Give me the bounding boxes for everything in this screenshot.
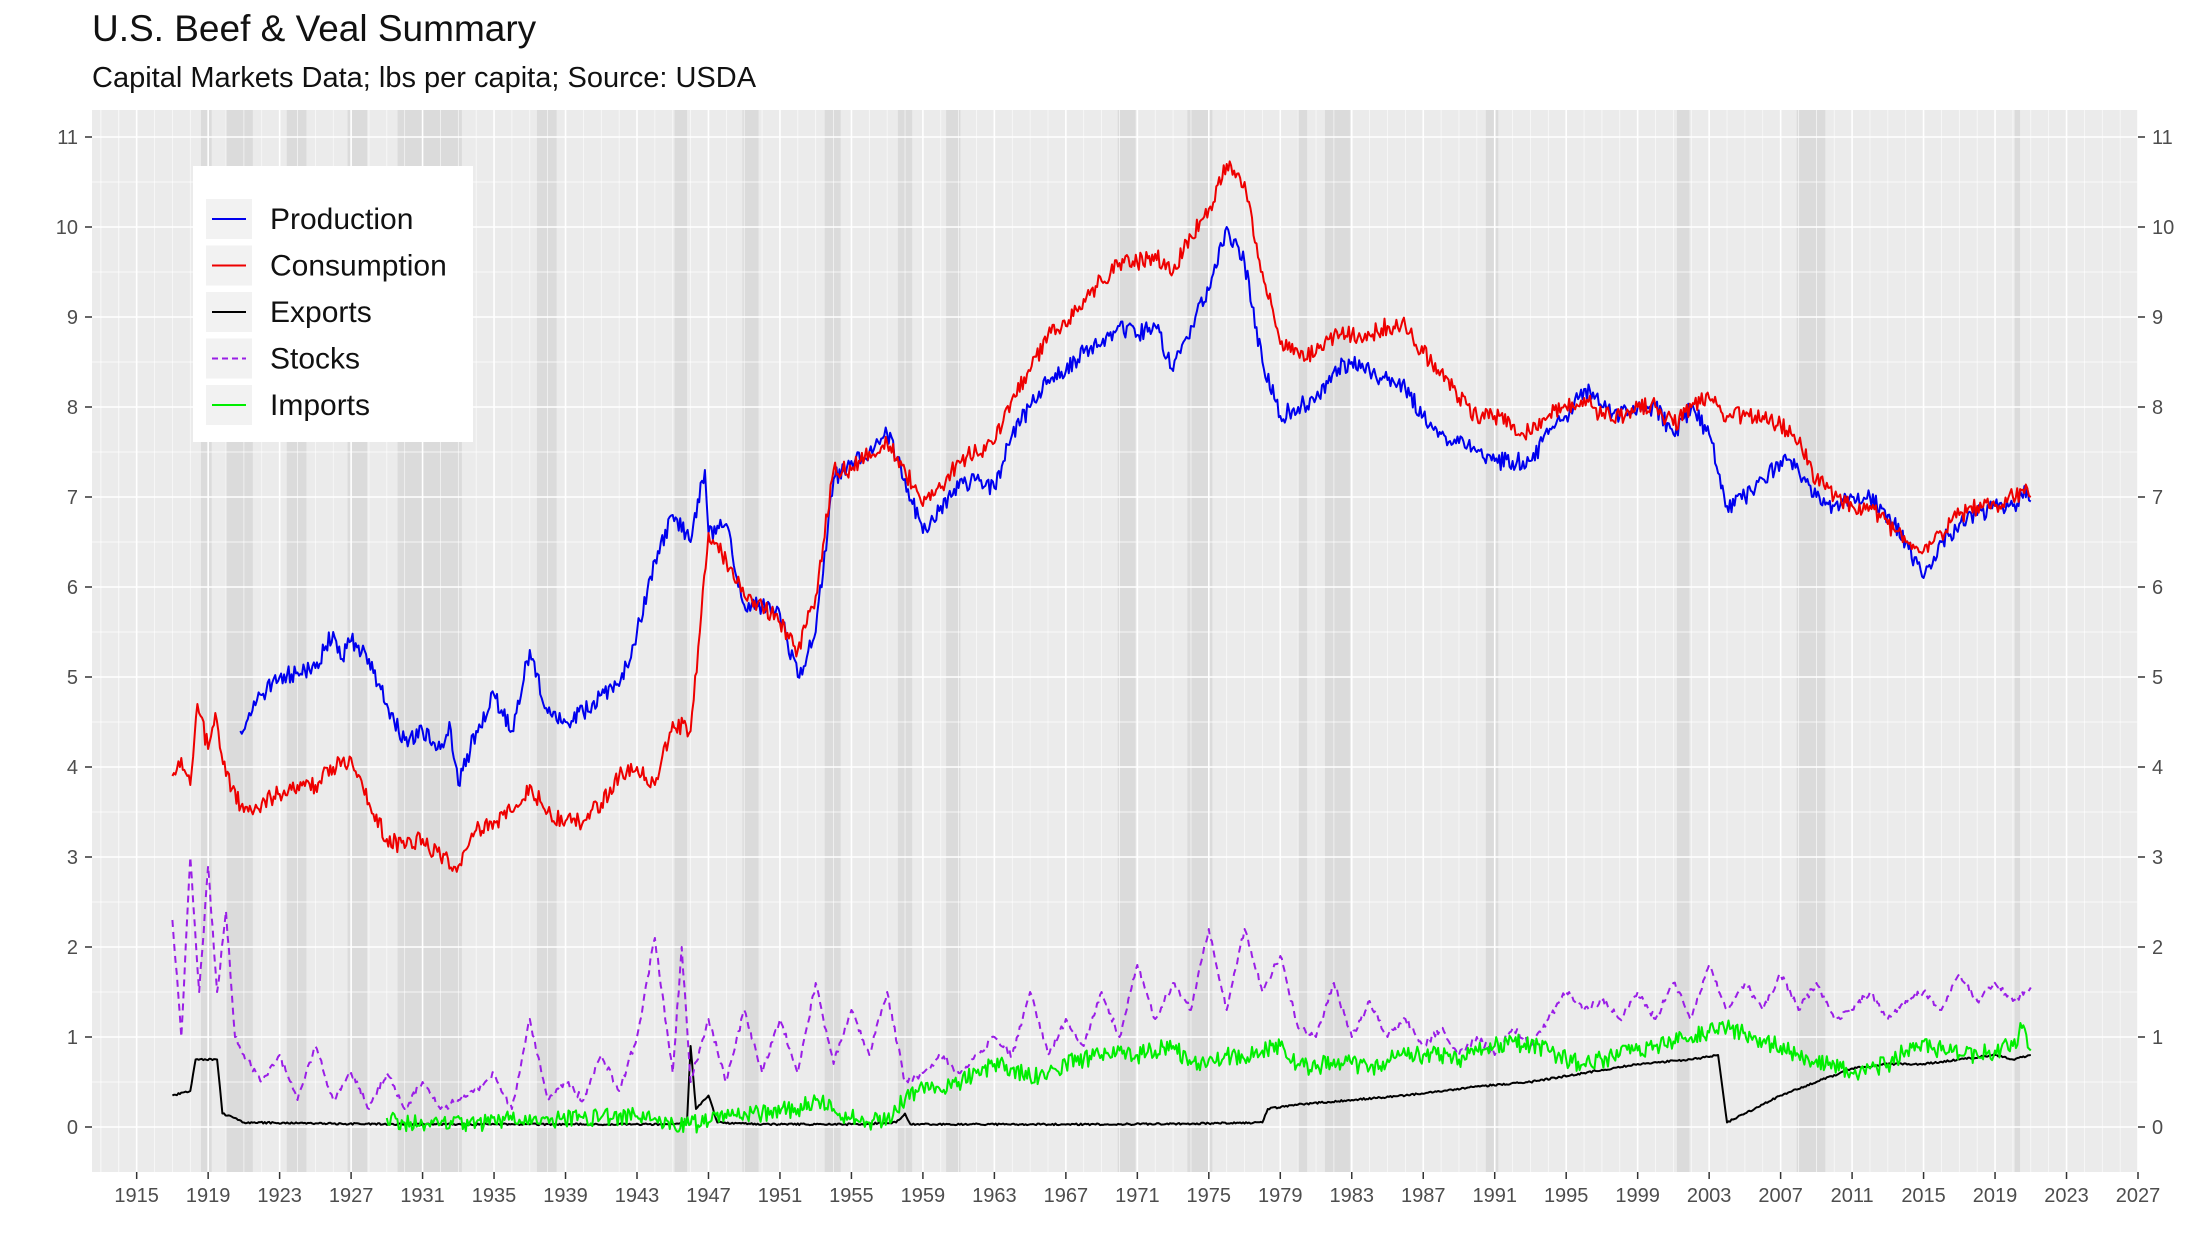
x-tick-label: 2023: [2044, 1185, 2089, 1207]
y-tick-label-right: 11: [2152, 127, 2173, 149]
y-tick-label-left: 8: [67, 397, 78, 419]
y-tick-label-right: 4: [2152, 757, 2163, 779]
recession-band: [201, 110, 212, 1172]
recession-band: [946, 110, 961, 1172]
recession-band: [536, 110, 557, 1172]
x-tick-label: 1951: [758, 1185, 803, 1207]
x-tick-label: 2015: [1901, 1185, 1946, 1207]
x-tick-label: 1939: [543, 1185, 588, 1207]
x-tick-label: 1931: [400, 1185, 445, 1207]
x-tick-label: 1983: [1330, 1185, 1375, 1207]
y-tick-label-right: 1: [2152, 1027, 2163, 1049]
y-tick-label-left: 10: [56, 217, 78, 239]
recession-band: [1796, 110, 1826, 1172]
series-line-stocks: [171, 856, 2032, 1110]
x-tick-label: 1955: [829, 1185, 874, 1207]
y-tick-label-left: 2: [67, 937, 78, 959]
y-tick-label-left: 11: [57, 127, 78, 149]
x-tick-label: 2011: [1831, 1185, 1874, 1207]
x-tick-label: 1995: [1544, 1185, 1589, 1207]
x-tick-label: 1991: [1472, 1185, 1517, 1207]
x-tick-label: 1935: [472, 1185, 517, 1207]
legend-label-imports: Imports: [270, 389, 370, 422]
y-tick-label-left: 1: [67, 1027, 78, 1049]
y-tick-label-left: 7: [67, 487, 78, 509]
series-line-imports: [385, 1019, 2032, 1134]
x-tick-label: 1947: [686, 1185, 731, 1207]
y-tick-label-right: 6: [2152, 577, 2163, 599]
y-tick-label-right: 10: [2152, 217, 2174, 239]
x-tick-label: 1923: [257, 1185, 302, 1207]
x-tick-label: 1919: [186, 1185, 231, 1207]
y-tick-label-right: 5: [2152, 667, 2163, 689]
x-tick-label: 1987: [1401, 1185, 1446, 1207]
recession-band: [1298, 110, 1308, 1172]
y-tick-label-right: 7: [2152, 487, 2163, 509]
y-tick-label-right: 3: [2152, 847, 2163, 869]
axis-ticks: 1915 1919 1923 1927 1931 1935 1939 1943 1947 1951…: [56, 127, 2175, 1207]
y-tick-label-left: 0: [67, 1117, 78, 1139]
x-tick-label: 1927: [329, 1185, 374, 1207]
legend-label-consumption: Consumption: [270, 250, 447, 283]
y-tick-label-right: 0: [2152, 1117, 2163, 1139]
series-lines: [171, 160, 2032, 1134]
x-tick-label: 1959: [901, 1185, 946, 1207]
x-tick-label: 2003: [1687, 1185, 1732, 1207]
series-line-consumption: [171, 160, 2032, 873]
recession-band: [1676, 110, 1690, 1172]
x-tick-label: 2027: [2116, 1185, 2161, 1207]
y-tick-label-right: 8: [2152, 397, 2163, 419]
x-tick-label: 1943: [615, 1185, 660, 1207]
legend: Production Consumption Exports Stocks Import…: [193, 166, 473, 442]
legend-label-stocks: Stocks: [270, 343, 360, 376]
y-tick-label-right: 2: [2152, 937, 2163, 959]
x-tick-label: 1999: [1615, 1185, 1660, 1207]
legend-label-production: Production: [270, 203, 413, 236]
x-tick-label: 1975: [1187, 1185, 1232, 1207]
recession-band: [2014, 110, 2021, 1172]
x-tick-label: 1915: [114, 1185, 159, 1207]
series-line-production: [239, 226, 2032, 787]
recession-band: [674, 110, 688, 1172]
y-tick-label-left: 6: [67, 577, 78, 599]
chart-subtitle: Capital Markets Data; lbs per capita; So…: [92, 62, 757, 94]
x-tick-label: 1979: [1258, 1185, 1303, 1207]
y-tick-label-left: 5: [67, 667, 78, 689]
recession-band: [742, 110, 759, 1172]
x-tick-label: 2019: [1973, 1185, 2018, 1207]
recession-band: [824, 110, 841, 1172]
recession-band: [1485, 110, 1499, 1172]
chart-title: U.S. Beef & Veal Summary: [92, 8, 537, 49]
y-tick-label-right: 9: [2152, 307, 2163, 329]
x-tick-label: 2007: [1758, 1185, 1803, 1207]
legend-label-exports: Exports: [270, 296, 372, 329]
recession-band: [1117, 110, 1136, 1172]
x-tick-label: 1963: [972, 1185, 1017, 1207]
y-tick-label-left: 9: [67, 307, 78, 329]
x-tick-label: 1971: [1115, 1185, 1160, 1207]
x-tick-label: 1967: [1044, 1185, 1089, 1207]
y-tick-label-left: 3: [67, 847, 78, 869]
y-tick-label-left: 4: [67, 757, 78, 779]
recession-band: [1324, 110, 1350, 1172]
recession-bands: [201, 110, 2021, 1172]
